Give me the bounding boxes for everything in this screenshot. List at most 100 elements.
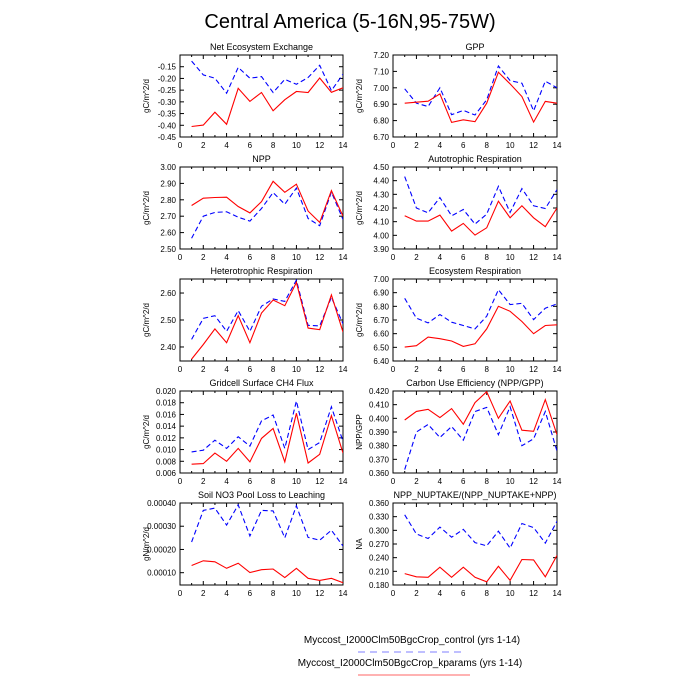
y-tick-label: 6.80 bbox=[373, 117, 389, 126]
panel-title: Carbon Use Efficiency (NPP/GPP) bbox=[406, 378, 543, 388]
y-tick-label: -0.30 bbox=[158, 98, 177, 107]
y-tick-label: 4.30 bbox=[373, 190, 389, 199]
x-tick-label: 4 bbox=[438, 141, 443, 150]
x-tick-label: 0 bbox=[178, 365, 183, 374]
series-line-control bbox=[191, 503, 343, 547]
y-tick-label: 0.008 bbox=[156, 457, 177, 466]
series-line-control bbox=[191, 279, 343, 340]
y-tick-label: 0.00040 bbox=[147, 499, 176, 508]
y-tick-label: 3.00 bbox=[160, 163, 176, 172]
y-tick-label: 0.014 bbox=[156, 422, 177, 431]
x-tick-label: 12 bbox=[315, 477, 324, 486]
x-tick-label: 0 bbox=[178, 253, 183, 262]
y-tick-label: 0.270 bbox=[369, 540, 390, 549]
x-tick-label: 4 bbox=[224, 477, 229, 486]
panel-title: Gridcell Surface CH4 Flux bbox=[209, 378, 314, 388]
x-tick-label: 14 bbox=[339, 589, 348, 598]
y-tick-label: 7.20 bbox=[373, 51, 389, 60]
series-line-control bbox=[404, 64, 557, 116]
plot-frame bbox=[179, 502, 344, 586]
figure-title: Central America (5-16N,95-75W) bbox=[204, 11, 495, 33]
series-line-control bbox=[404, 405, 557, 470]
chart-panel: Ecosystem Respiration 0 2 4 6 8 10 12 14 6.40 6.50… bbox=[355, 266, 562, 374]
y-axis-label: gC/m^2/d bbox=[142, 303, 151, 337]
x-tick-label: 2 bbox=[201, 141, 206, 150]
y-tick-label: 0.180 bbox=[369, 581, 390, 590]
series-line-kparams bbox=[404, 71, 557, 124]
series-line-control bbox=[191, 186, 343, 239]
x-tick-label: 10 bbox=[292, 589, 301, 598]
y-tick-label: 7.10 bbox=[373, 67, 389, 76]
y-tick-label: 0.240 bbox=[369, 554, 390, 563]
x-tick-label: 6 bbox=[248, 589, 253, 598]
x-tick-label: 8 bbox=[484, 365, 489, 374]
y-tick-label: 0.00010 bbox=[147, 569, 176, 578]
y-tick-label: 6.80 bbox=[373, 302, 389, 311]
x-tick-label: 4 bbox=[224, 141, 229, 150]
chart-panel: NPP 0 2 4 6 8 10 12 14 2.50 2.60 2.70 2.80 2.90 3.00 gC… bbox=[142, 154, 348, 262]
x-tick-label: 12 bbox=[315, 589, 324, 598]
x-tick-label: 4 bbox=[224, 589, 229, 598]
x-tick-label: 14 bbox=[339, 477, 348, 486]
x-tick-label: 12 bbox=[529, 589, 538, 598]
y-tick-label: 7.00 bbox=[373, 275, 389, 284]
x-tick-label: 12 bbox=[315, 141, 324, 150]
series-line-kparams bbox=[191, 413, 343, 465]
y-tick-label: 6.90 bbox=[373, 289, 389, 298]
x-tick-label: 0 bbox=[178, 141, 183, 150]
y-tick-label: -0.15 bbox=[158, 63, 177, 72]
x-tick-label: 12 bbox=[529, 365, 538, 374]
x-tick-label: 8 bbox=[484, 253, 489, 262]
x-tick-label: 2 bbox=[201, 589, 206, 598]
y-tick-label: 0.390 bbox=[369, 428, 390, 437]
y-tick-label: 0.380 bbox=[369, 442, 390, 451]
y-tick-label: 6.40 bbox=[373, 357, 389, 366]
y-tick-label: 0.300 bbox=[369, 526, 390, 535]
x-tick-label: 8 bbox=[271, 141, 276, 150]
y-tick-label: 0.370 bbox=[369, 455, 390, 464]
y-tick-label: 0.020 bbox=[156, 387, 177, 396]
x-tick-label: 6 bbox=[461, 253, 466, 262]
y-axis-label: gC/m^2/d bbox=[142, 415, 151, 449]
plot-frame bbox=[392, 278, 558, 362]
x-tick-label: 2 bbox=[201, 253, 206, 262]
panel-title: Heterotrophic Respiration bbox=[210, 266, 312, 276]
chart-panel: Net Ecosystem Exchange 0 2 4 6 8 10 12 14 -0.45 -0… bbox=[142, 42, 348, 150]
y-tick-label: 0.018 bbox=[156, 399, 177, 408]
x-tick-label: 0 bbox=[391, 141, 396, 150]
y-axis-label: gN/m^2/d bbox=[142, 527, 151, 561]
x-tick-label: 14 bbox=[339, 365, 348, 374]
plot-frame bbox=[392, 502, 558, 586]
x-tick-label: 4 bbox=[224, 365, 229, 374]
y-tick-label: 0.006 bbox=[156, 469, 177, 478]
series-line-kparams bbox=[191, 180, 343, 224]
y-axis-label: gC/m^2/d bbox=[142, 191, 151, 225]
panel-title: Autotrophic Respiration bbox=[428, 154, 522, 164]
x-tick-label: 14 bbox=[339, 253, 348, 262]
x-tick-label: 0 bbox=[391, 365, 396, 374]
x-tick-label: 2 bbox=[414, 365, 419, 374]
y-tick-label: 2.60 bbox=[160, 229, 176, 238]
y-axis-label: gC/m^2/d bbox=[355, 79, 364, 113]
x-tick-label: 12 bbox=[529, 253, 538, 262]
plot-frame bbox=[392, 54, 558, 138]
y-tick-label: 0.210 bbox=[369, 567, 390, 576]
x-tick-label: 2 bbox=[414, 141, 419, 150]
y-axis-label: gC/m^2/d bbox=[142, 79, 151, 113]
y-axis-label: NA bbox=[355, 538, 364, 550]
x-tick-label: 10 bbox=[506, 477, 515, 486]
y-tick-label: -0.35 bbox=[158, 110, 177, 119]
x-tick-label: 14 bbox=[553, 365, 562, 374]
y-tick-label: 6.90 bbox=[373, 100, 389, 109]
panel-title: NPP_NUPTAKE/(NPP_NUPTAKE+NPP) bbox=[394, 490, 557, 500]
x-tick-label: 8 bbox=[271, 365, 276, 374]
x-tick-label: 14 bbox=[553, 141, 562, 150]
x-tick-label: 6 bbox=[248, 477, 253, 486]
x-tick-label: 8 bbox=[484, 141, 489, 150]
x-tick-label: 2 bbox=[201, 365, 206, 374]
x-tick-label: 0 bbox=[391, 253, 396, 262]
y-tick-label: 6.70 bbox=[373, 316, 389, 325]
x-tick-label: 2 bbox=[414, 253, 419, 262]
x-tick-label: 14 bbox=[553, 477, 562, 486]
